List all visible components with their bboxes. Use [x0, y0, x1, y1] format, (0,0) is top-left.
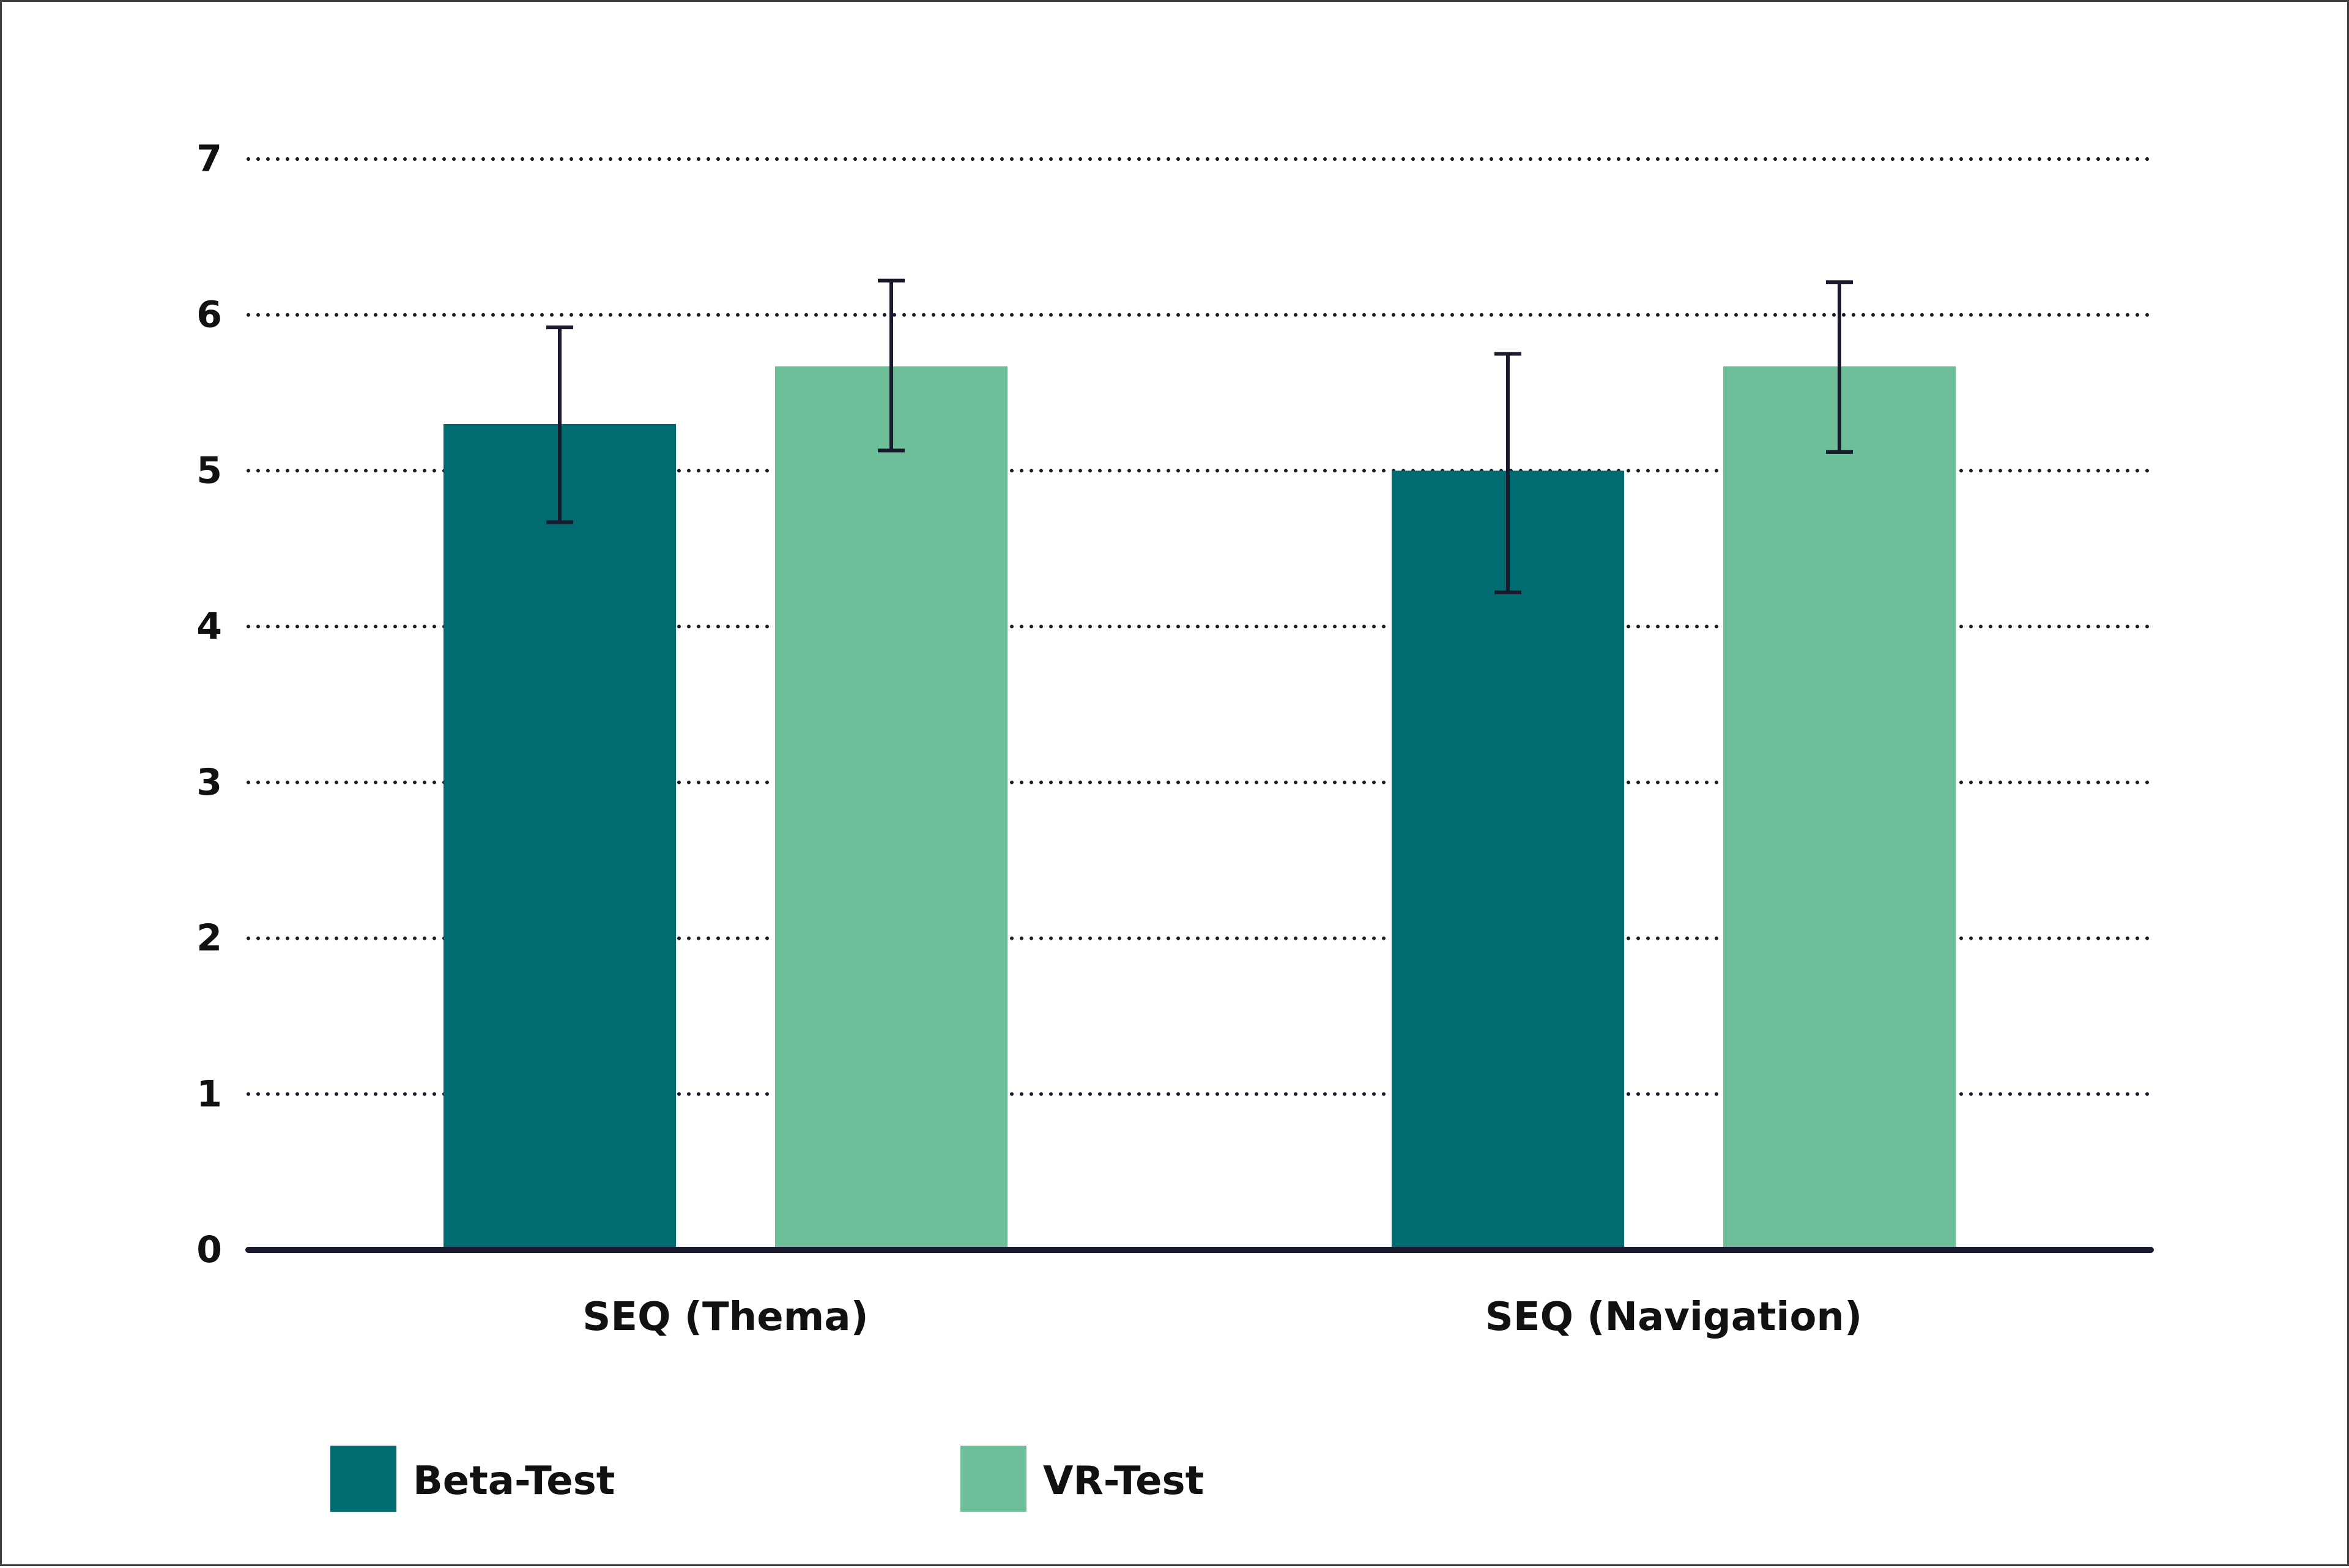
x-category-label: SEQ (Thema): [582, 1295, 869, 1340]
y-tick-label: 2: [196, 917, 222, 960]
bar-beta-test: [443, 424, 676, 1250]
error-bars: [546, 278, 1853, 595]
y-tick-label: 0: [196, 1228, 222, 1271]
bars: [443, 366, 1956, 1250]
x-category-label: SEQ (Navigation): [1485, 1295, 1862, 1340]
bar-beta-test: [1392, 470, 1624, 1250]
bar-vr-test: [775, 366, 1008, 1250]
y-tick-label: 7: [196, 138, 222, 180]
y-tick-label: 6: [196, 294, 222, 336]
legend-item-beta-test: Beta-Test: [330, 1446, 615, 1512]
legend-label: Beta-Test: [413, 1458, 615, 1504]
y-tick-label: 3: [196, 761, 222, 804]
y-tick-label: 5: [196, 449, 222, 492]
y-tick-label: 4: [196, 605, 222, 648]
legend-item-vr-test: VR-Test: [960, 1446, 1204, 1512]
error-bar: [546, 325, 573, 524]
error-bar: [1494, 352, 1521, 595]
bar-vr-test: [1723, 366, 1956, 1250]
legend-label: VR-Test: [1043, 1458, 1204, 1504]
y-tick-label: 1: [196, 1072, 222, 1115]
error-bar: [878, 278, 905, 453]
error-bar: [1826, 280, 1853, 454]
legend: Beta-Test VR-Test: [330, 1446, 1204, 1512]
axes: 0 1 2 3 4 5 6 7 SEQ (Thema) SEQ (Navigation): [196, 138, 2154, 1340]
legend-swatch: [960, 1446, 1026, 1512]
legend-swatch: [330, 1446, 396, 1512]
